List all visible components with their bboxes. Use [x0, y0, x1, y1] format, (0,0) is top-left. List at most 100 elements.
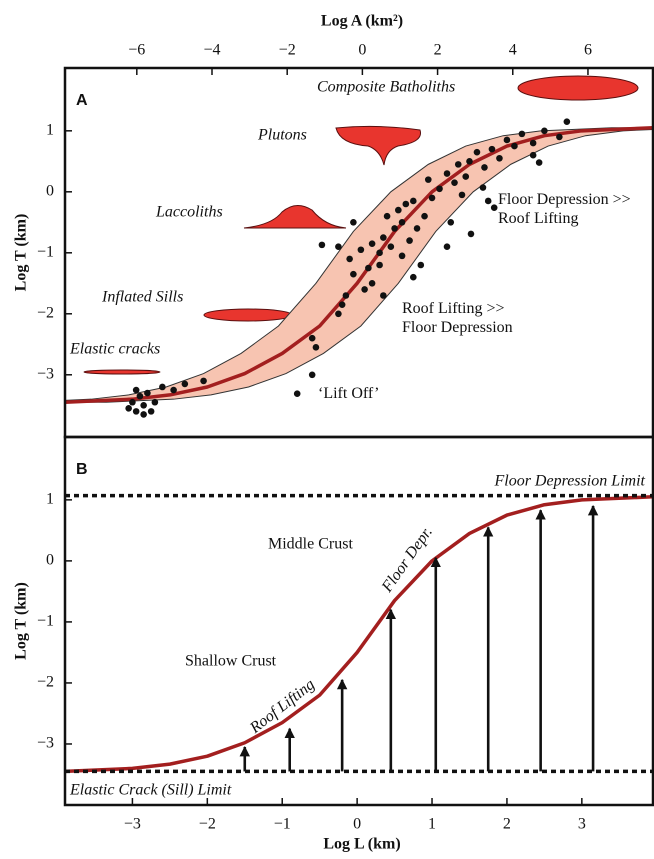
data-point: [144, 389, 151, 397]
data-point: [467, 230, 475, 238]
shape-label: Inflated Sills: [101, 289, 183, 306]
data-point: [380, 234, 387, 241]
data-point: [436, 185, 443, 193]
y-axis-title: Log T (km): [13, 582, 30, 660]
data-point: [200, 377, 207, 385]
pluton-icon: [335, 125, 422, 166]
panel-plot: [65, 493, 653, 774]
data-point: [406, 237, 413, 244]
x-tick-label: 0: [353, 816, 361, 833]
panel-frame: [63, 435, 654, 807]
data-point: [181, 380, 189, 388]
shape-icons: [83, 75, 639, 375]
batholith-icon: [517, 75, 639, 101]
x-tick-label: −3: [124, 816, 141, 833]
data-point: [484, 197, 492, 205]
shape-label: Composite Batholiths: [317, 79, 455, 96]
data-point: [140, 411, 147, 418]
data-point: [132, 386, 140, 394]
data-point: [342, 292, 350, 299]
data-point: [395, 206, 402, 214]
x2-tick-label: −2: [279, 42, 296, 59]
data-point: [346, 255, 353, 263]
data-point: [129, 398, 136, 406]
panel-label: B: [76, 461, 88, 478]
x-tick-label: −1: [274, 816, 291, 833]
data-point: [424, 176, 432, 183]
data-point: [357, 246, 365, 254]
data-point: [335, 243, 342, 251]
panel-label: A: [76, 92, 88, 109]
y-tick-label: 0: [46, 182, 54, 199]
x2-tick-label: −4: [203, 42, 220, 59]
band: [65, 127, 653, 403]
data-point: [361, 286, 368, 293]
y-tick-label: 1: [46, 121, 54, 138]
data-point: [308, 334, 316, 342]
x-tick-label: 3: [578, 816, 586, 833]
y-axis-title: Log T (km): [13, 214, 30, 292]
data-point: [136, 392, 144, 400]
data-point: [413, 225, 421, 232]
y-tick-label: 1: [46, 491, 54, 508]
data-point: [529, 139, 537, 147]
data-point: [159, 383, 166, 391]
data-point: [488, 145, 496, 153]
data-point: [170, 386, 177, 394]
data-point: [481, 164, 488, 171]
model-curve: [65, 126, 653, 404]
annotation-line: Roof Lifting >>: [402, 300, 504, 317]
data-point: [443, 243, 451, 251]
x-tick-label: 2: [503, 816, 511, 833]
x2-tick-label: −6: [128, 42, 145, 59]
data-point: [402, 200, 410, 208]
data-point: [563, 118, 571, 125]
annotation: Floor Depression >> Roof Lifting: [498, 191, 631, 227]
data-point: [410, 197, 417, 205]
x-axis-title: Log L (km): [323, 836, 400, 853]
region-label: Shallow Crust: [185, 653, 277, 670]
data-point: [454, 161, 462, 168]
data-point: [376, 261, 383, 269]
data-point: [541, 127, 548, 135]
data-point: [350, 219, 357, 226]
data-point: [132, 408, 140, 415]
data-point: [387, 243, 395, 251]
data-point: [496, 154, 503, 162]
data-point: [350, 270, 357, 278]
x2-axis-title: Log A (km²): [321, 13, 403, 30]
data-point: [479, 184, 487, 191]
shape-label: Laccoliths: [155, 204, 223, 221]
y-tick-label: −3: [37, 365, 54, 382]
annotation-line: Floor Depression: [402, 319, 513, 336]
data-point: [451, 179, 458, 186]
x2-tick-label: 6: [584, 42, 592, 59]
data-point: [147, 408, 155, 415]
data-point: [383, 212, 391, 220]
limit-label: Elastic Crack (Sill) Limit: [69, 782, 232, 799]
data-point: [368, 240, 376, 247]
data-point: [417, 261, 425, 269]
x-tick-label: −2: [199, 816, 216, 833]
data-point: [125, 405, 132, 412]
x-tick-label: 1: [428, 816, 436, 833]
region-label: Middle Crust: [268, 536, 353, 553]
annotation: ‘Lift Off’: [318, 385, 379, 402]
data-point: [458, 191, 466, 199]
curve-label: Roof Lifting: [246, 676, 318, 737]
y-tick-label: 0: [46, 552, 54, 569]
data-point: [529, 151, 537, 159]
data-point: [398, 252, 406, 260]
data-point: [151, 398, 159, 406]
data-point: [376, 249, 383, 257]
y-tick-label: −2: [37, 674, 54, 691]
data-point: [318, 241, 326, 249]
y-tick-label: −3: [37, 735, 54, 752]
limit-label: Floor Depression Limit: [493, 473, 645, 490]
annotation-line: Roof Lifting: [498, 210, 578, 227]
sill-icon: [203, 308, 293, 322]
annotation: Roof Lifting >> Floor Depression: [402, 300, 513, 336]
data-point: [535, 159, 543, 166]
model-curve: [65, 495, 653, 774]
data-point: [335, 310, 342, 318]
